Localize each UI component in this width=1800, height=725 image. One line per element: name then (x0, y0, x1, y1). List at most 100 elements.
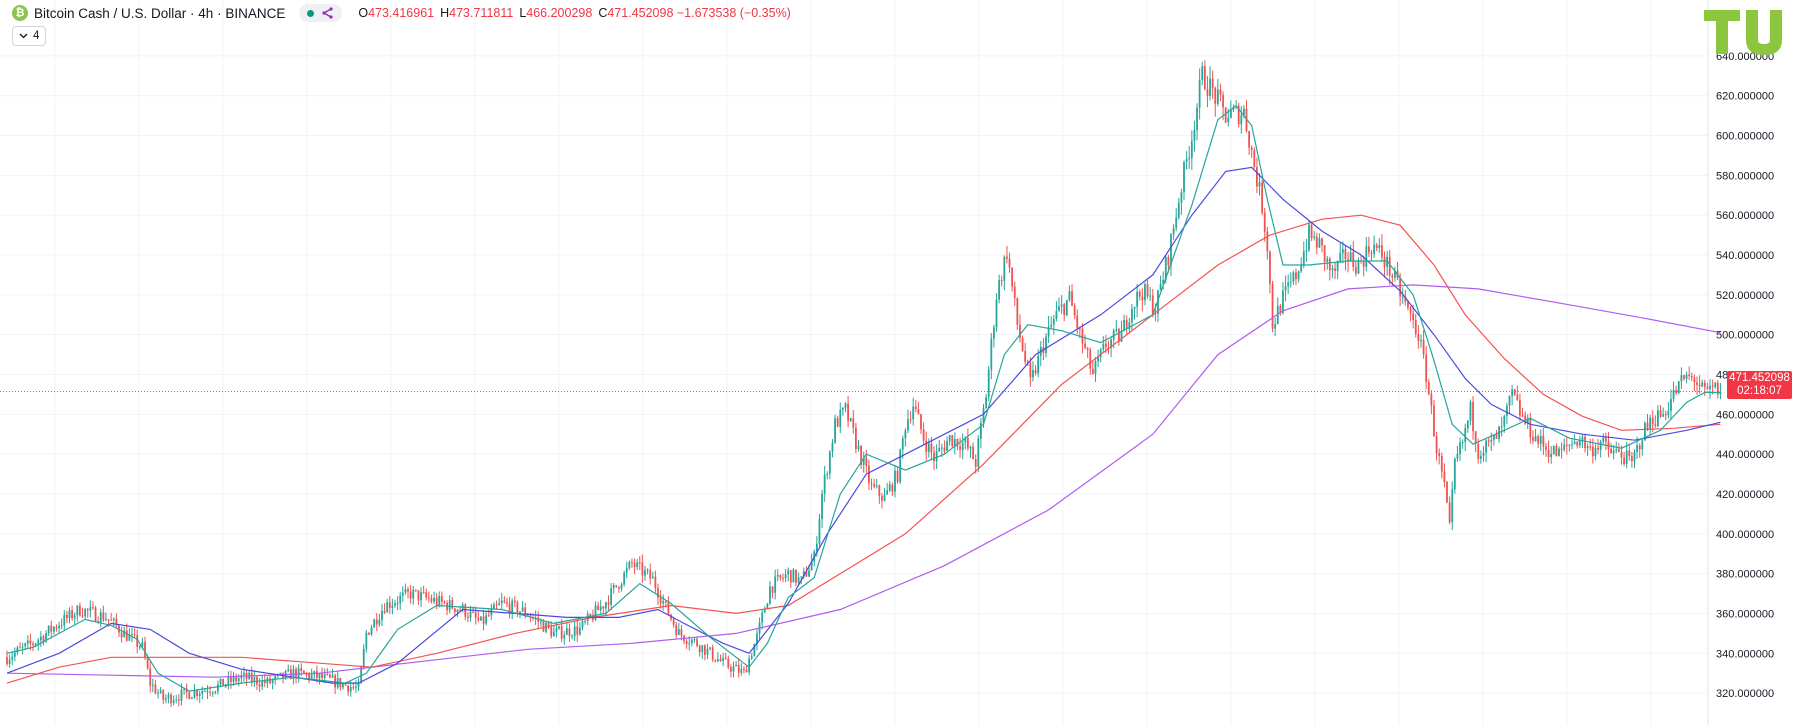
candle-body (727, 658, 730, 668)
candle-body (1594, 447, 1597, 457)
candle-body (573, 626, 576, 637)
candle-body (1357, 260, 1360, 274)
candle-body (1672, 390, 1675, 399)
candle-body (646, 569, 649, 571)
candle-body (1558, 448, 1560, 457)
candle-body (1511, 389, 1514, 396)
candle-body (425, 592, 428, 598)
candle-body (1383, 257, 1386, 267)
candle-body (693, 639, 696, 641)
indicators-toggle-button[interactable]: 4 (12, 26, 47, 46)
candle-body (328, 674, 331, 678)
candle-body (13, 652, 16, 657)
candle-body (1115, 329, 1118, 331)
candle-body (1604, 437, 1607, 442)
candle-body (847, 403, 849, 421)
candle-body (1407, 301, 1409, 308)
candle-body (860, 445, 863, 465)
candle-body (1677, 381, 1680, 394)
candle-body (644, 570, 646, 576)
market-status[interactable] (299, 4, 343, 22)
candle-body (1321, 238, 1323, 246)
ma-red-line (6, 214, 1721, 684)
candle-body (912, 406, 915, 420)
candle-body (438, 595, 441, 606)
candle-body (1503, 415, 1506, 427)
candle-body (1269, 251, 1271, 284)
candle-body (1164, 257, 1167, 280)
candle-body (1065, 300, 1068, 315)
candle-body (993, 327, 995, 339)
candle-body (1545, 446, 1547, 450)
candle-body (1519, 400, 1521, 416)
candle-body (883, 494, 886, 501)
candle-body (771, 586, 774, 593)
candle-body (508, 603, 511, 614)
candle-body (1282, 290, 1284, 314)
candle-body (685, 641, 688, 644)
y-tick-label: 620.000000 (1716, 91, 1774, 103)
candle-body (1644, 422, 1646, 441)
candle-body (1602, 437, 1605, 442)
candle-body (342, 683, 344, 688)
candle-body (1302, 251, 1305, 266)
candle-body (1662, 414, 1665, 417)
candle-body (1714, 382, 1717, 387)
candle-body (844, 403, 847, 408)
candle-body (1440, 456, 1443, 472)
candle-body (659, 597, 662, 604)
candle-body (1690, 376, 1693, 378)
candle-body (1300, 265, 1303, 272)
candle-body (857, 445, 860, 450)
candle-body (875, 485, 878, 487)
candle-body (972, 446, 974, 460)
candle-body (136, 635, 139, 647)
candle-body (110, 619, 113, 621)
candle-body (1521, 415, 1524, 417)
candle-body (1243, 108, 1245, 115)
candle-body (1263, 212, 1266, 232)
symbol-title[interactable]: Bitcoin Cash / U.S. Dollar · 4h · BINANC… (34, 5, 286, 21)
candle-body (605, 602, 607, 609)
candle-body (852, 418, 855, 428)
candle-body (881, 496, 883, 501)
candle-body (1209, 78, 1211, 96)
candle-body (24, 643, 27, 647)
candle-body (1118, 329, 1120, 342)
candle-body (1292, 272, 1295, 282)
candle-body (1628, 450, 1631, 457)
candle-body (1354, 266, 1357, 274)
candle-body (1381, 245, 1383, 258)
candle-body (1453, 458, 1456, 490)
candle-body (331, 675, 334, 678)
candle-body (1060, 304, 1063, 307)
candle-body (1068, 291, 1071, 301)
candle-body (862, 457, 865, 465)
candle-body (1667, 410, 1670, 416)
candle-body (597, 605, 600, 611)
candle-body (1685, 374, 1688, 379)
candle-body (175, 699, 178, 701)
candle-body (1086, 347, 1089, 350)
candle-body (1180, 192, 1183, 203)
candle-body (878, 485, 881, 497)
candle-body (435, 597, 438, 606)
candle-body (394, 603, 396, 606)
candle-body (52, 627, 55, 632)
candle-body (1459, 442, 1461, 455)
y-tick-label: 500.000000 (1716, 330, 1774, 342)
candle-body (65, 614, 68, 618)
candle-body (1615, 449, 1618, 451)
candle-body (1688, 374, 1691, 377)
candle-body (1188, 157, 1191, 160)
candle-body (243, 672, 245, 676)
candle-body (1630, 456, 1633, 462)
brand-logo-icon (1704, 10, 1782, 55)
candle-body (1409, 307, 1412, 314)
candle-body (1279, 305, 1282, 314)
candle-body (6, 657, 8, 664)
y-tick-label: 380.000000 (1716, 569, 1774, 581)
candle-body (1394, 270, 1396, 278)
open-value: 473.416961 (368, 6, 435, 20)
